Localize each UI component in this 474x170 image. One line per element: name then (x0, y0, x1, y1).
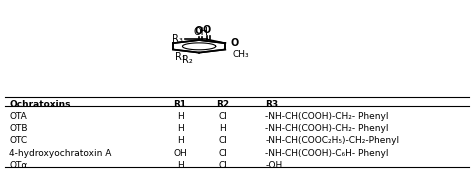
Text: O: O (195, 26, 203, 36)
Text: -OH: -OH (265, 161, 283, 170)
Text: OTα: OTα (9, 161, 28, 170)
Text: H: H (177, 161, 183, 170)
Text: OTA: OTA (9, 112, 27, 121)
Text: O: O (203, 25, 211, 35)
Text: OH: OH (173, 149, 187, 158)
Text: R₃: R₃ (172, 34, 183, 44)
Text: -NH-CH(COOC₂H₅)-CH₂-Phenyl: -NH-CH(COOC₂H₅)-CH₂-Phenyl (265, 136, 400, 145)
Text: Cl: Cl (219, 149, 227, 158)
Text: Cl: Cl (219, 112, 227, 121)
Text: R2: R2 (216, 100, 229, 109)
Text: Ochratoxins: Ochratoxins (9, 100, 71, 109)
Text: H: H (177, 112, 183, 121)
Text: R3: R3 (265, 100, 279, 109)
Text: 4-hydroxyochratoxin A: 4-hydroxyochratoxin A (9, 149, 112, 158)
Text: R₁: R₁ (174, 52, 185, 62)
Text: OH: OH (194, 27, 209, 37)
Text: CH₃: CH₃ (232, 50, 249, 59)
Text: OTC: OTC (9, 136, 27, 145)
Text: Cl: Cl (219, 136, 227, 145)
Text: H: H (177, 136, 183, 145)
Text: Cl: Cl (219, 161, 227, 170)
Text: OTB: OTB (9, 124, 28, 133)
Text: R1: R1 (173, 100, 187, 109)
Text: R₂: R₂ (182, 55, 192, 65)
Text: -NH-CH(COOH)-C₆H- Phenyl: -NH-CH(COOH)-C₆H- Phenyl (265, 149, 389, 158)
Text: -NH-CH(COOH)-CH₂- Phenyl: -NH-CH(COOH)-CH₂- Phenyl (265, 124, 389, 133)
Text: H: H (219, 124, 226, 133)
Text: -NH-CH(COOH)-CH₂- Phenyl: -NH-CH(COOH)-CH₂- Phenyl (265, 112, 389, 121)
Text: H: H (177, 124, 183, 133)
Text: O: O (231, 38, 239, 48)
